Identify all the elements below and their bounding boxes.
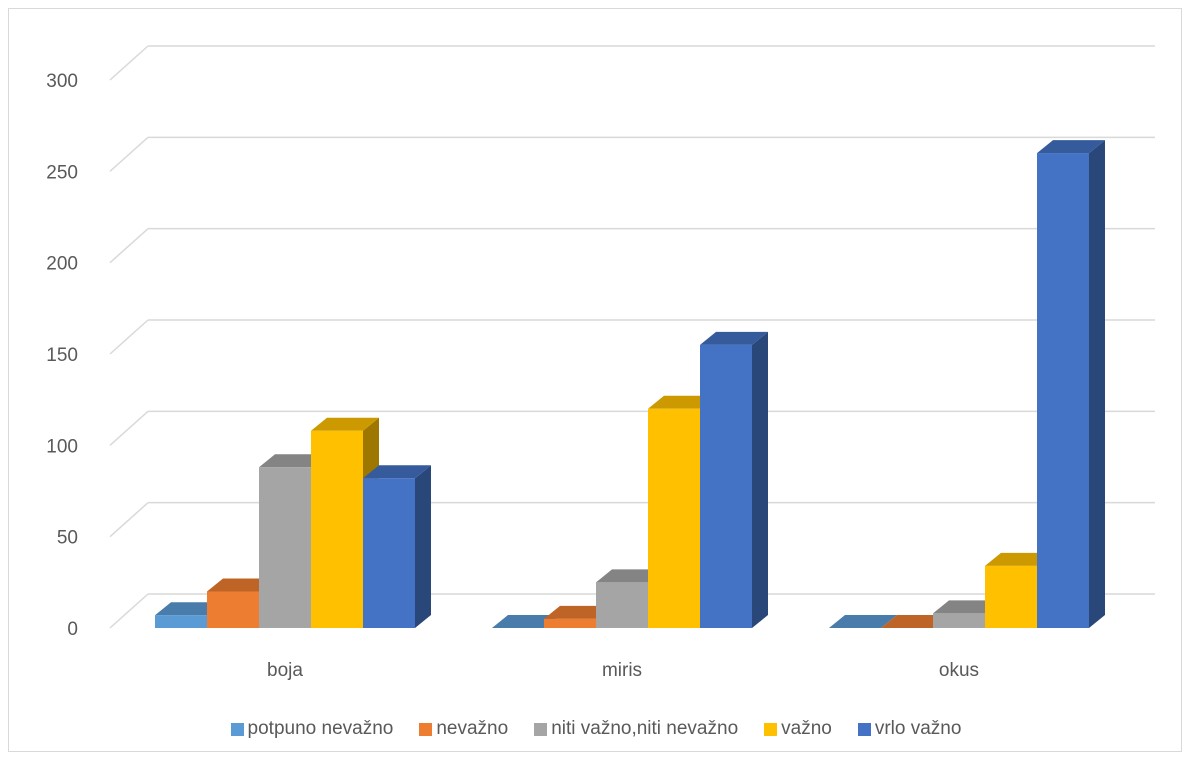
legend-item: vrlo važno — [857, 718, 962, 740]
gridline — [109, 410, 1155, 446]
legend-swatch — [764, 722, 778, 736]
bar — [492, 615, 560, 628]
gridline — [109, 45, 1155, 81]
y-tick-label: 50 — [57, 528, 78, 549]
legend-swatch — [857, 722, 871, 736]
gridline — [109, 227, 1155, 264]
x-category-label: okus — [939, 660, 979, 681]
legend-label: nevažno — [436, 718, 509, 739]
bar — [1037, 140, 1105, 629]
y-tick-label: 150 — [46, 345, 78, 366]
legend-item: niti važno,niti nevažno — [534, 718, 738, 740]
y-tick-label: 0 — [67, 619, 78, 640]
legend-label: vrlo važno — [874, 718, 962, 739]
legend-label: niti važno,niti nevažno — [551, 718, 739, 739]
x-category-label: boja — [267, 660, 303, 681]
legend-swatch — [419, 722, 433, 736]
legend-label: potpuno nevažno — [247, 718, 394, 739]
gridline — [109, 136, 1155, 172]
bar — [700, 331, 768, 628]
bar — [829, 615, 897, 628]
gridline — [109, 319, 1155, 355]
bar — [363, 465, 431, 628]
y-tick-label: 300 — [46, 71, 78, 92]
legend-swatch — [230, 722, 244, 736]
y-tick-label: 200 — [46, 254, 78, 275]
bar — [881, 615, 949, 628]
legend-item: važno — [764, 718, 832, 740]
y-tick-label: 100 — [46, 436, 78, 457]
legend-label: važno — [781, 718, 832, 739]
y-tick-label: 250 — [46, 162, 78, 183]
legend-swatch — [534, 722, 548, 736]
x-category-label: miris — [602, 660, 642, 681]
chart-legend: potpuno nevažno nevažno niti važno,niti ne… — [0, 718, 1192, 740]
legend-item: nevažno — [419, 718, 508, 740]
legend-item: potpuno nevažno — [230, 718, 394, 740]
